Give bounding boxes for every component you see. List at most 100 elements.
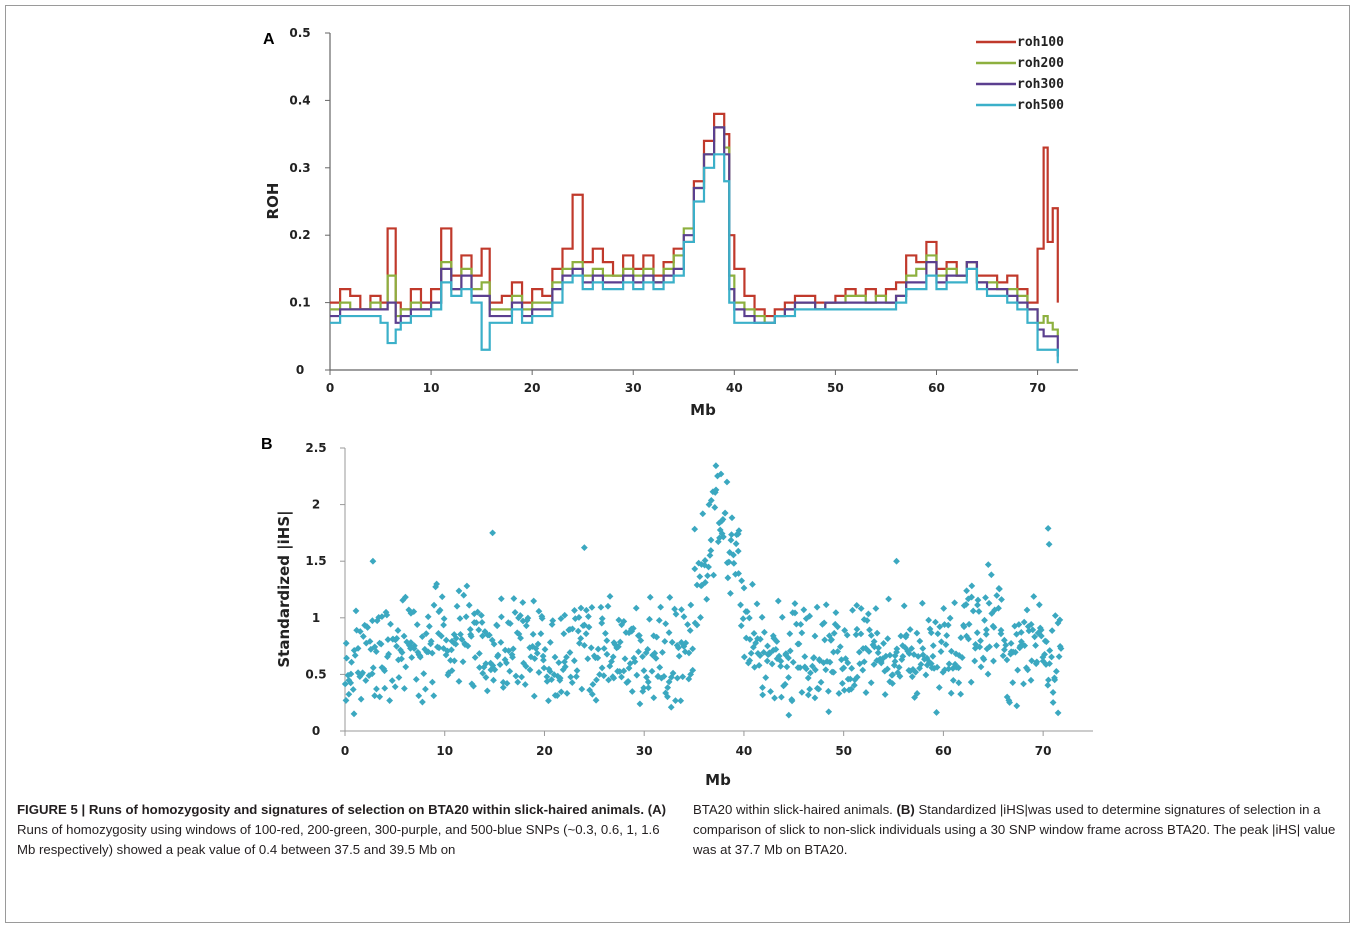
scatter-point	[511, 609, 519, 616]
scatter-point	[342, 639, 350, 647]
scatter-point	[711, 504, 719, 511]
scatter-point	[465, 601, 473, 609]
scatter-point	[785, 674, 792, 681]
scatter-point	[345, 690, 353, 698]
scatter-point	[479, 669, 487, 677]
scatter-point	[416, 653, 424, 661]
scatter-point	[785, 711, 793, 719]
scatter-point	[545, 697, 552, 705]
scatter-point	[584, 655, 592, 663]
panel-a-x-tick-label: 70	[1029, 381, 1046, 395]
scatter-point	[666, 594, 674, 601]
panel-b-letter: B	[261, 436, 273, 453]
scatter-point	[825, 708, 833, 716]
scatter-point	[618, 673, 625, 681]
scatter-point	[529, 630, 537, 638]
scatter-point	[1051, 612, 1059, 620]
scatter-point	[853, 625, 861, 633]
scatter-point	[1046, 647, 1054, 654]
scatter-point	[957, 690, 965, 698]
scatter-point	[453, 602, 461, 610]
scatter-point	[463, 582, 471, 590]
scatter-point	[738, 577, 746, 585]
scatter-point	[350, 710, 358, 718]
scatter-point	[357, 695, 365, 703]
scatter-point	[497, 638, 505, 646]
scatter-point	[381, 684, 389, 692]
scatter-point	[739, 615, 747, 623]
scatter-point	[730, 559, 738, 567]
scatter-point	[603, 650, 611, 658]
scatter-point	[680, 613, 688, 621]
scatter-point	[821, 636, 829, 644]
scatter-point	[621, 655, 629, 663]
scatter-point	[494, 651, 502, 659]
scatter-point	[703, 595, 711, 603]
scatter-point	[707, 547, 715, 554]
scatter-point	[691, 565, 699, 573]
scatter-point	[447, 656, 454, 664]
panel-b-y-label: Standardized |iHS|	[275, 510, 294, 667]
scatter-point	[412, 675, 420, 683]
panel-b-x-tick-label: 40	[736, 744, 753, 758]
scatter-point	[880, 640, 887, 647]
panel-a-y-tick-label: 0	[296, 363, 304, 377]
scatter-point	[577, 635, 585, 642]
scatter-point	[760, 628, 768, 636]
scatter-point	[1048, 627, 1056, 635]
scatter-point	[873, 629, 881, 637]
caption-a-text: Runs of homozygosity using windows of 10…	[17, 822, 660, 857]
scatter-point	[448, 667, 456, 674]
scatter-point	[933, 709, 940, 716]
scatter-point	[372, 648, 380, 655]
scatter-point	[428, 649, 436, 657]
scatter-point	[385, 650, 393, 658]
scatter-point	[963, 587, 971, 595]
scatter-point	[734, 547, 742, 555]
scatter-point	[798, 629, 806, 637]
scatter-point	[475, 650, 483, 657]
scatter-point	[767, 688, 774, 695]
scatter-point	[592, 696, 600, 704]
panel-a-y-tick-label: 0.5	[289, 26, 310, 40]
scatter-point	[407, 639, 415, 646]
scatter-point	[459, 658, 467, 666]
scatter-point	[667, 703, 675, 711]
scatter-point	[764, 642, 771, 650]
scatter-point	[797, 620, 805, 628]
scatter-point	[865, 610, 872, 618]
scatter-point	[371, 692, 379, 700]
scatter-point	[540, 664, 548, 672]
caption-heading: FIGURE 5 | Runs of homozygosity and sign…	[17, 802, 645, 817]
scatter-point	[347, 679, 355, 687]
legend-label-roh500: roh500	[1017, 98, 1064, 113]
scatter-point	[1030, 593, 1038, 600]
panel-a-y-tick-label: 0.3	[289, 161, 310, 175]
scatter-point	[512, 672, 520, 680]
scatter-point	[393, 642, 400, 650]
scatter-point	[998, 596, 1005, 603]
scatter-point	[456, 615, 464, 622]
scatter-point	[728, 514, 736, 522]
scatter-point	[582, 630, 590, 638]
panel-a-x-tick-label: 10	[423, 381, 440, 395]
scatter-point	[759, 684, 766, 691]
scatter-point	[455, 677, 463, 685]
scatter-point	[351, 651, 359, 659]
scatter-point	[753, 600, 761, 608]
scatter-point	[506, 667, 514, 675]
panel-a-y-tick-label: 0.2	[289, 228, 310, 242]
panel-a-y-tick-label: 0.1	[289, 296, 310, 310]
scatter-point	[1045, 540, 1053, 548]
scatter-point	[791, 600, 799, 607]
scatter-point	[347, 670, 355, 678]
scatter-point	[650, 694, 658, 702]
scatter-point	[975, 608, 983, 615]
scatter-point	[884, 635, 892, 643]
scatter-point	[598, 664, 606, 672]
scatter-point	[806, 685, 814, 693]
scatter-point	[356, 628, 364, 635]
scatter-point	[509, 653, 516, 661]
scatter-point	[478, 619, 486, 626]
